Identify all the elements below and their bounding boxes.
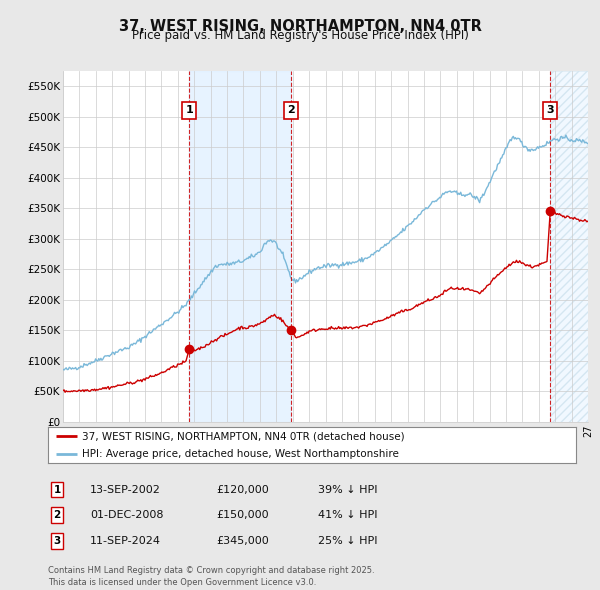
Text: 01-DEC-2008: 01-DEC-2008	[90, 510, 163, 520]
Text: 39% ↓ HPI: 39% ↓ HPI	[318, 485, 377, 494]
Text: 3: 3	[53, 536, 61, 546]
Text: 11-SEP-2024: 11-SEP-2024	[90, 536, 161, 546]
Bar	[550, 71, 596, 422]
Text: HPI: Average price, detached house, West Northamptonshire: HPI: Average price, detached house, West…	[82, 448, 399, 458]
Text: Price paid vs. HM Land Registry's House Price Index (HPI): Price paid vs. HM Land Registry's House …	[131, 30, 469, 42]
Text: 25% ↓ HPI: 25% ↓ HPI	[318, 536, 377, 546]
Text: £345,000: £345,000	[216, 536, 269, 546]
Text: 2: 2	[53, 510, 61, 520]
Text: 13-SEP-2002: 13-SEP-2002	[90, 485, 161, 494]
Text: 1: 1	[185, 106, 193, 116]
Text: 2: 2	[287, 106, 295, 116]
Text: 41% ↓ HPI: 41% ↓ HPI	[318, 510, 377, 520]
Text: 1: 1	[53, 485, 61, 494]
Text: 37, WEST RISING, NORTHAMPTON, NN4 0TR (detached house): 37, WEST RISING, NORTHAMPTON, NN4 0TR (d…	[82, 431, 405, 441]
Text: £150,000: £150,000	[216, 510, 269, 520]
Text: £120,000: £120,000	[216, 485, 269, 494]
Text: 37, WEST RISING, NORTHAMPTON, NN4 0TR: 37, WEST RISING, NORTHAMPTON, NN4 0TR	[119, 19, 481, 34]
Bar	[190, 71, 292, 422]
Text: 3: 3	[547, 106, 554, 116]
Text: Contains HM Land Registry data © Crown copyright and database right 2025.
This d: Contains HM Land Registry data © Crown c…	[48, 566, 374, 587]
